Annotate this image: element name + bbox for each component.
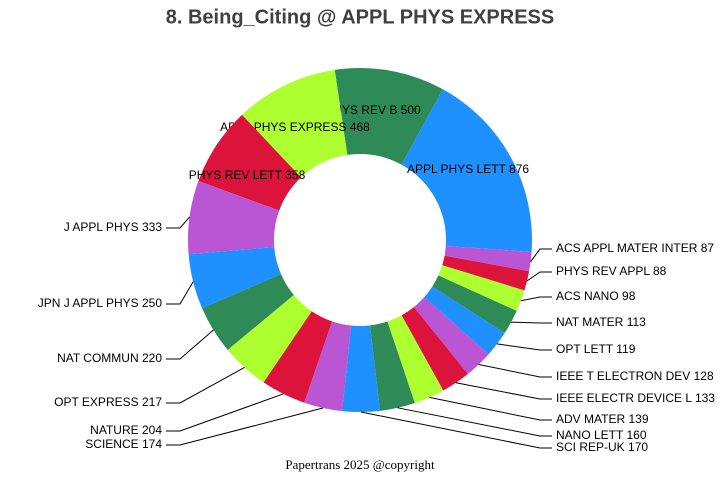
slice-label: OPT EXPRESS 217: [54, 395, 162, 409]
slice-label: J APPL PHYS 333: [64, 220, 163, 234]
slice-label: ADV MATER 139: [556, 412, 649, 426]
label-value: 358: [285, 168, 305, 182]
label-value: 87: [701, 241, 715, 255]
leader-line: [361, 411, 552, 449]
slice-label: NAT COMMUN 220: [57, 351, 162, 365]
slice-label: ACS NANO 98: [556, 289, 636, 303]
label-name: ACS APPL MATER INTER: [556, 241, 698, 255]
slice: [370, 321, 415, 411]
label-name: JPN J APPL PHYS: [38, 296, 139, 310]
slice-label: JPN J APPL PHYS 250: [38, 296, 163, 310]
slice: [188, 247, 282, 309]
leader-line: [526, 271, 552, 282]
label-name: NATURE: [90, 423, 138, 437]
label-value: 500: [401, 103, 421, 117]
slice-label: IEEE T ELECTRON DEV 128: [556, 369, 714, 383]
slice-label: NANO LETT 160: [556, 428, 647, 442]
slice-label: APPL PHYS LETT 876: [407, 162, 529, 176]
slice: [263, 311, 333, 403]
slice: [444, 245, 532, 272]
slice: [227, 294, 312, 383]
slice: [304, 321, 352, 412]
slice: [401, 89, 532, 252]
leader-line: [496, 343, 552, 351]
slice: [413, 297, 489, 374]
label-name: NANO LETT: [556, 428, 624, 442]
leader-line: [455, 382, 552, 400]
label-value: 98: [622, 289, 636, 303]
label-value: 160: [626, 428, 646, 442]
label-value: 113: [627, 315, 646, 329]
slice-label: SCIENCE 174: [85, 437, 162, 451]
label-value: 876: [509, 162, 529, 176]
slice-label: NATURE 204: [90, 423, 162, 437]
label-name: PHYS REV APPL: [556, 264, 650, 278]
label-name: ADV MATER: [556, 412, 625, 426]
leader-line: [397, 407, 552, 437]
slice-label: NAT MATER 113: [556, 315, 646, 329]
chart-title: 8. Being_Citing @ APPL PHYS EXPRESS: [166, 6, 554, 28]
leader-line: [166, 367, 245, 404]
leader-line: [166, 393, 284, 432]
slice: [401, 306, 468, 391]
slice: [202, 274, 294, 350]
slice: [342, 325, 381, 412]
leader-line: [530, 248, 552, 262]
slice-label: SCI REP-UK 170: [556, 440, 648, 454]
label-name: ACS NANO: [556, 289, 619, 303]
label-name: IEEE ELECTR DEVICE L: [556, 391, 692, 405]
slice: [424, 286, 505, 355]
slice: [198, 114, 302, 211]
label-value: 128: [694, 369, 714, 383]
leader-line: [511, 321, 552, 324]
slice: [442, 255, 530, 291]
label-value: 133: [695, 391, 715, 405]
slice: [242, 69, 348, 178]
label-name: J APPL PHYS: [64, 220, 139, 234]
slice: [334, 68, 443, 165]
slice-label: PHYS REV B 500: [325, 103, 421, 117]
label-name: NAT MATER: [556, 315, 624, 329]
slice-label: IEEE ELECTR DEVICE L 133: [556, 391, 715, 405]
label-value: 170: [628, 440, 648, 454]
label-value: 333: [142, 220, 162, 234]
slice: [438, 265, 525, 311]
label-value: 204: [142, 423, 162, 437]
label-name: OPT EXPRESS: [54, 395, 138, 409]
leader-line: [478, 363, 552, 378]
label-name: IEEE T ELECTRON DEV: [556, 369, 690, 383]
leader-line: [520, 296, 552, 302]
slice: [188, 181, 280, 255]
label-value: 220: [142, 351, 162, 365]
slice-label: PHYS REV LETT 358: [189, 168, 306, 182]
label-value: 217: [142, 395, 162, 409]
label-name: NAT COMMUN: [57, 351, 139, 365]
label-name: APPL PHYS LETT: [407, 162, 507, 176]
label-value: 174: [142, 437, 162, 451]
slice-label: PHYS REV APPL 88: [556, 264, 667, 278]
label-value: 88: [653, 264, 667, 278]
leader-line: [166, 329, 214, 360]
label-value: 119: [616, 342, 635, 356]
leader-line: [429, 396, 552, 421]
leader-line: [166, 216, 190, 229]
label-value: 250: [142, 296, 162, 310]
slice-label: OPT LETT 119: [556, 342, 636, 356]
slice: [432, 275, 517, 334]
leader-line: [166, 281, 194, 305]
label-name: PHYS REV B: [325, 103, 397, 117]
label-name: OPT LETT: [556, 342, 614, 356]
label-name: PHYS REV LETT: [189, 168, 283, 182]
footer: Papertrans 2025 @copyright: [285, 457, 435, 472]
slice: [387, 315, 444, 404]
leader-line: [166, 407, 324, 446]
label-name: SCIENCE: [85, 437, 138, 451]
label-value: 139: [628, 412, 648, 426]
label-value: 468: [350, 120, 370, 134]
slice-label: ACS APPL MATER INTER 87: [556, 241, 714, 255]
label-name: SCI REP-UK: [556, 440, 625, 454]
